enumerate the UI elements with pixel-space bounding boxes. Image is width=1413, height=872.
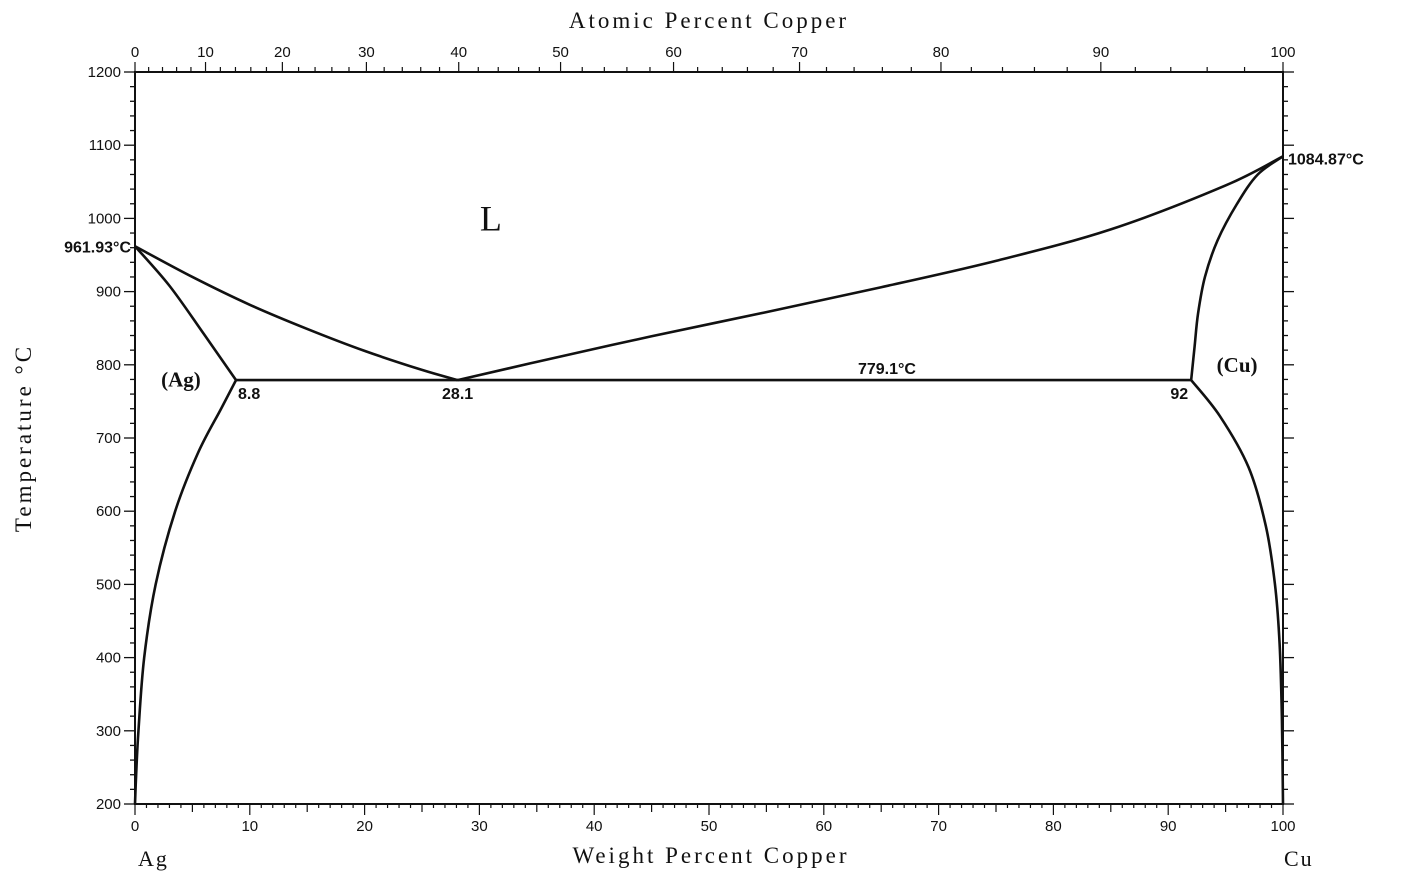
solvus-ag-curve	[133, 379, 238, 805]
y-tick-label: 200	[96, 796, 121, 813]
x2-tick-label: 80	[933, 44, 950, 61]
solvus-cu-curve	[1190, 379, 1285, 805]
cu-solubility-label: 92	[1170, 386, 1188, 403]
eutectic-temperature-label: 779.1°C	[858, 361, 916, 378]
cu-solid-solution-region-label: (Cu)	[1217, 353, 1258, 377]
ag-solid-solution-region-label: (Ag)	[161, 367, 201, 391]
y-tick-label: 400	[96, 650, 121, 667]
axis-ticks	[124, 62, 1294, 815]
y-tick-label: 700	[96, 430, 121, 447]
y-tick-label: 800	[96, 357, 121, 374]
x-axis-title: Weight Percent Copper	[572, 843, 849, 868]
y-tick-label: 300	[96, 723, 121, 740]
x2-tick-label: 20	[274, 44, 291, 61]
x-tick-label: 90	[1160, 818, 1177, 835]
x-tick-label: 30	[471, 818, 488, 835]
x2-tick-label: 50	[552, 44, 569, 61]
x2-tick-label: 90	[1092, 44, 1109, 61]
ag-solubility-label: 8.8	[238, 386, 260, 403]
y-tick-label: 1100	[89, 137, 121, 154]
x2-tick-label: 10	[197, 44, 214, 61]
x-tick-label: 40	[586, 818, 603, 835]
x2-tick-label: 100	[1270, 44, 1295, 61]
solidus-ag-curve	[134, 245, 238, 381]
x2-tick-label: 60	[665, 44, 682, 61]
ag-melting-point-label: 961.93°C	[64, 239, 131, 256]
annotations: 961.93°C 1084.87°C 779.1°C 8.8 28.1 92 L (Ag) (C…	[64, 151, 1364, 403]
liquidus-cu-curve	[457, 155, 1284, 382]
x2-tick-label: 70	[791, 44, 808, 61]
y-axis-title: Temperature °C	[11, 344, 36, 532]
x2-tick-label: 0	[131, 44, 139, 61]
phase-boundaries	[133, 155, 1285, 805]
x-tick-label: 10	[241, 818, 258, 835]
cu-melting-point-label: 1084.87°C	[1288, 151, 1364, 168]
y-tick-label: 500	[96, 576, 121, 593]
eutectic-composition-label: 28.1	[442, 386, 473, 403]
right-element-label: Cu	[1284, 846, 1314, 871]
y-tick-label: 1200	[88, 64, 121, 81]
solidus-cu-curve	[1189, 155, 1284, 381]
x2-axis-title: Atomic Percent Copper	[569, 8, 849, 33]
x2-tick-label: 30	[358, 44, 375, 61]
x-tick-label: 0	[131, 818, 139, 835]
x-tick-label: 60	[815, 818, 832, 835]
x-tick-label: 20	[356, 818, 373, 835]
x-tick-label: 80	[1045, 818, 1062, 835]
left-element-label: Ag	[138, 846, 169, 871]
liquidus-ag-curve	[134, 245, 458, 382]
liquid-region-label: L	[480, 198, 502, 238]
x-tick-label: 70	[930, 818, 947, 835]
x2-tick-label: 40	[450, 44, 467, 61]
y-tick-label: 600	[96, 503, 121, 520]
x-tick-label: 50	[701, 818, 718, 835]
x-tick-label: 100	[1270, 818, 1295, 835]
plot-frame	[134, 71, 1284, 805]
y-tick-label: 900	[96, 284, 121, 301]
y-tick-label: 1000	[88, 210, 121, 227]
